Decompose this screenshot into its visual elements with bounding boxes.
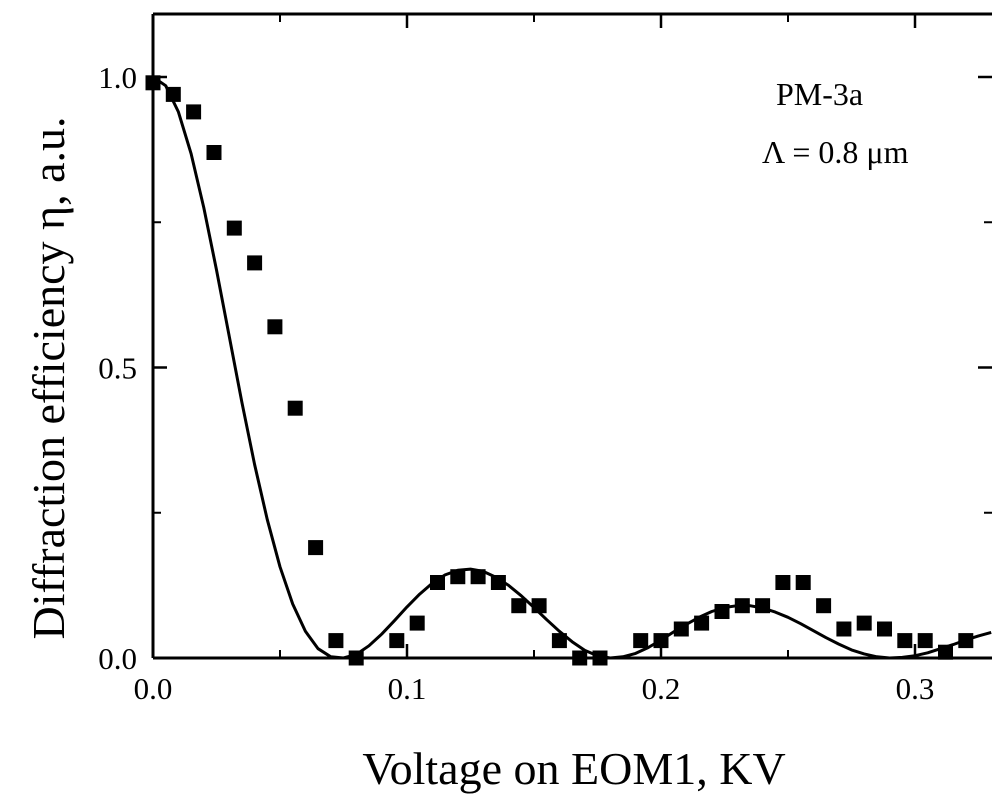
data-point — [430, 575, 445, 590]
data-point — [450, 569, 466, 585]
data-point — [592, 650, 608, 666]
data-point — [958, 633, 974, 649]
data-point — [226, 220, 242, 236]
data-point — [633, 633, 649, 649]
data-point — [938, 644, 953, 660]
data-point — [653, 633, 669, 649]
data-point — [186, 104, 202, 120]
x-axis-title: Voltage on EOM1, KV — [362, 743, 785, 794]
data-point — [165, 86, 181, 102]
data-point — [145, 75, 161, 91]
data-point — [897, 633, 913, 649]
fit-curve-layer — [152, 75, 992, 660]
data-point — [511, 598, 527, 614]
fit-curve — [152, 75, 992, 660]
data-point — [287, 400, 303, 416]
data-point — [714, 604, 730, 619]
data-point — [694, 615, 710, 631]
x-tick-label: 0.1 — [388, 671, 427, 706]
data-point — [877, 621, 892, 637]
data-point — [247, 255, 263, 271]
data-point — [348, 650, 364, 666]
data-point — [470, 569, 486, 585]
data-point — [490, 575, 506, 590]
data-point — [206, 145, 222, 160]
x-tick-label: 0.0 — [134, 671, 173, 706]
data-point — [409, 615, 425, 631]
annotation-sample: PM-3a — [776, 76, 863, 112]
data-point — [673, 621, 689, 637]
y-tick-label: 1.0 — [98, 60, 137, 95]
data-point — [755, 598, 771, 614]
y-tick-label: 0.5 — [98, 351, 137, 386]
data-point — [328, 633, 344, 649]
data-point — [551, 633, 567, 649]
data-point — [389, 633, 405, 649]
data-point — [775, 575, 791, 590]
y-tick-label: 0.0 — [98, 641, 137, 676]
data-point — [308, 540, 324, 556]
annotation-period: Λ = 0.8 μm — [762, 134, 909, 170]
y-axis-title: Diffraction efficiency η, a.u. — [23, 116, 74, 639]
data-point — [795, 575, 811, 590]
data-point — [734, 598, 750, 614]
data-point — [531, 598, 547, 614]
x-tick-label: 0.3 — [896, 671, 935, 706]
data-point — [856, 615, 872, 631]
data-point — [572, 650, 588, 666]
data-point — [816, 598, 832, 614]
data-point — [267, 319, 283, 335]
data-points-layer — [145, 75, 974, 666]
axis-ticks: 0.0 0.1 0.2 0.3 0.0 0.5 1.0 — [98, 14, 992, 706]
x-tick-label: 0.2 — [642, 671, 681, 706]
data-point — [836, 621, 852, 637]
data-point — [917, 633, 933, 649]
